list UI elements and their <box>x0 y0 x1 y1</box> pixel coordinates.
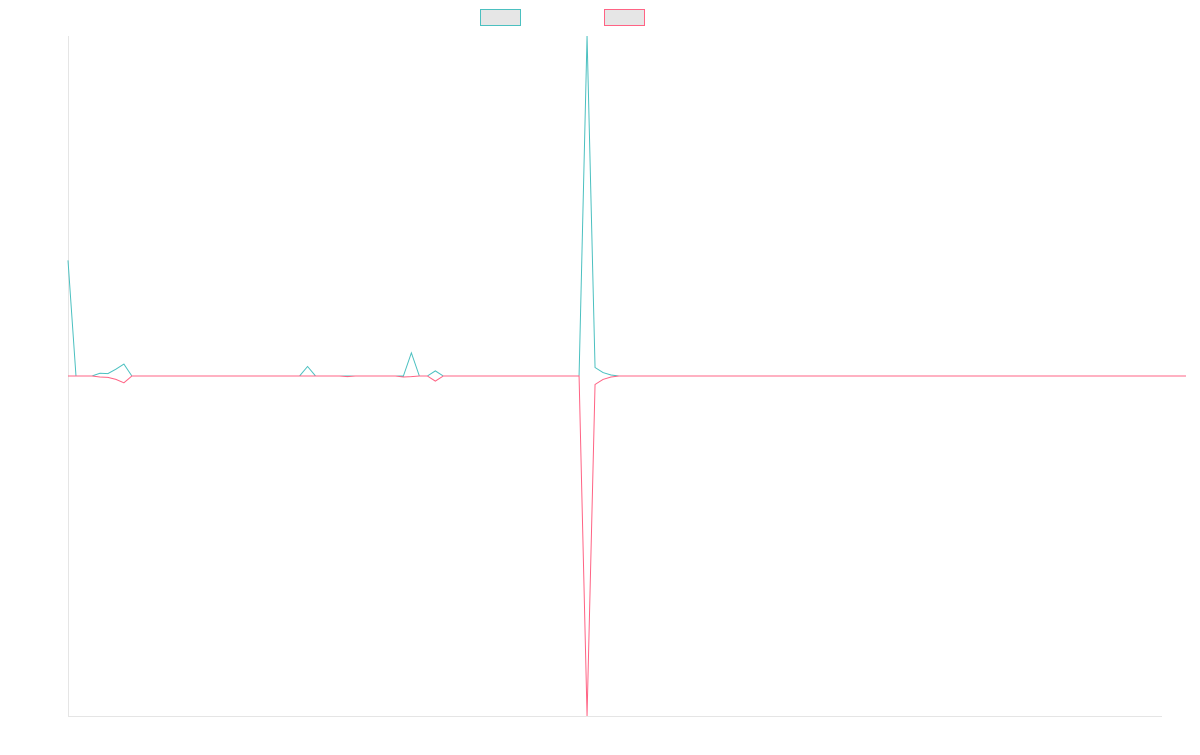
legend-swatch-series-1 <box>480 9 521 26</box>
series-2-line <box>68 375 1186 717</box>
plot-area <box>67 35 1186 717</box>
legend-swatch-series-2 <box>604 9 645 26</box>
legend <box>480 9 645 26</box>
legend-item-series-1[interactable] <box>480 9 521 26</box>
series-2 <box>68 375 1186 717</box>
legend-item-series-2[interactable] <box>604 9 645 26</box>
series-1-line <box>67 35 1186 377</box>
series-1 <box>67 35 1186 377</box>
